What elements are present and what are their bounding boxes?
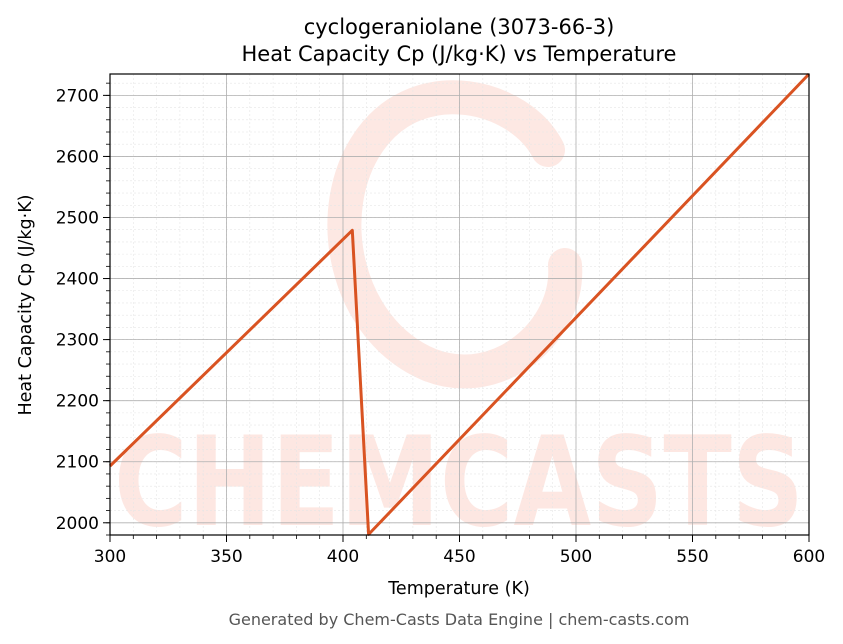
chart-title-line2: Heat Capacity Cp (J/kg·K) vs Temperature <box>242 42 677 66</box>
x-tick-label: 350 <box>210 547 242 567</box>
chart-title-line1: cyclogeraniolane (3073-66-3) <box>304 15 615 39</box>
y-tick-label: 2500 <box>56 208 99 228</box>
x-tick-label: 550 <box>676 547 708 567</box>
x-tick-label: 500 <box>560 547 592 567</box>
y-tick-label: 2200 <box>56 392 99 412</box>
y-axis-ticks: 2000 2100 2200 2300 2400 2500 2600 2700 <box>56 82 110 536</box>
y-tick-label: 2600 <box>56 147 99 167</box>
footer-credit: Generated by Chem-Casts Data Engine | ch… <box>229 610 690 629</box>
x-tick-label: 600 <box>793 547 825 567</box>
x-tick-label: 450 <box>443 547 475 567</box>
watermark-text: CHEMCASTS <box>114 411 804 555</box>
y-tick-label: 2100 <box>56 453 99 473</box>
watermark-swirl <box>327 80 583 389</box>
data-series <box>108 72 811 536</box>
y-tick-label: 2300 <box>56 331 99 351</box>
y-tick-label: 2000 <box>56 514 99 534</box>
series-line <box>108 72 811 536</box>
x-axis-label: Temperature (K) <box>387 579 530 599</box>
y-tick-label: 2700 <box>56 86 99 106</box>
y-tick-label: 2400 <box>56 270 99 290</box>
y-axis-label: Heat Capacity Cp (J/kg·K) <box>16 195 36 416</box>
x-tick-label: 400 <box>327 547 359 567</box>
x-tick-label: 300 <box>94 547 126 567</box>
x-axis-ticks: 300 350 400 450 500 550 600 <box>94 535 825 567</box>
